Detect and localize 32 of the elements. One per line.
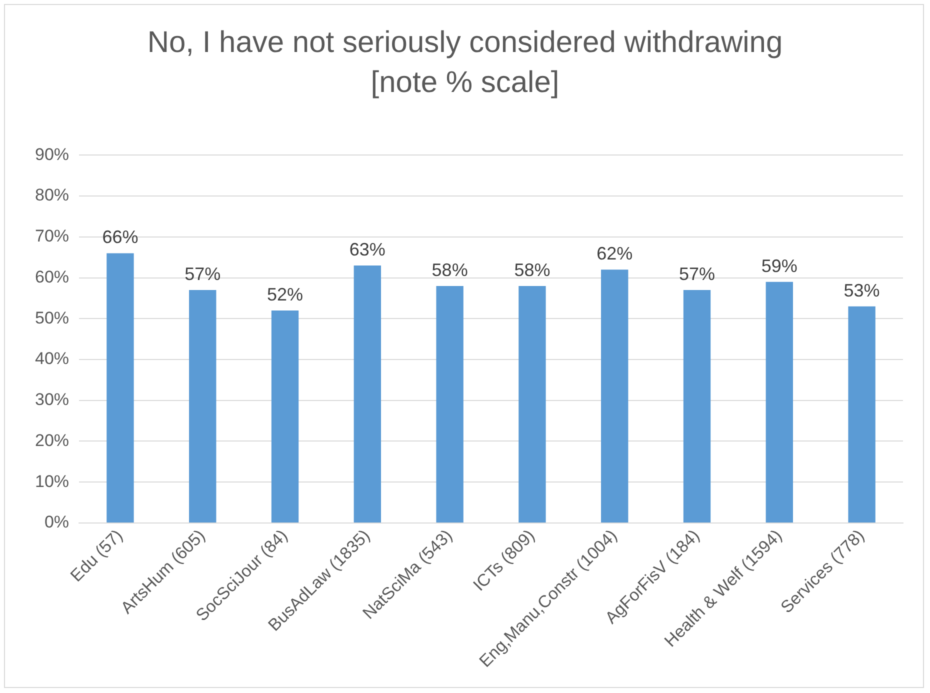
- x-tick-label: Edu (57): [66, 526, 126, 586]
- data-label: 57%: [678, 264, 716, 284]
- bar: [848, 306, 876, 522]
- data-label: 53%: [844, 280, 880, 300]
- y-tick-label: 60%: [34, 267, 70, 286]
- y-tick-label: 30%: [34, 390, 70, 410]
- data-label: 52%: [267, 284, 304, 304]
- chart-title: No, I have not seriously considered withdrawing [note % scale]: [146, 25, 784, 101]
- bar: [766, 282, 793, 522]
- bar: [354, 266, 382, 522]
- y-tick-label: 20%: [34, 430, 70, 450]
- bar: [683, 290, 711, 522]
- data-label: 62%: [596, 244, 633, 264]
- data-label: 58%: [514, 260, 550, 280]
- bar: [518, 286, 546, 522]
- bar: [106, 253, 134, 522]
- y-tick-label: 70%: [34, 226, 70, 246]
- data-label: 63%: [349, 239, 386, 260]
- bar: [601, 270, 628, 522]
- y-tick-label: 50%: [34, 308, 70, 328]
- data-label: 66%: [102, 227, 138, 248]
- data-label: 57%: [184, 264, 221, 284]
- y-tick-label: 40%: [34, 349, 70, 368]
- bar: [189, 290, 216, 522]
- bar: [436, 286, 464, 522]
- y-tick-label: 80%: [34, 186, 70, 205]
- y-tick-label: 0%: [44, 512, 70, 532]
- bar: [271, 310, 299, 522]
- data-label: 59%: [761, 256, 798, 276]
- y-tick-label: 10%: [34, 472, 70, 491]
- y-tick-label: 90%: [34, 144, 70, 164]
- data-label: 58%: [432, 260, 468, 280]
